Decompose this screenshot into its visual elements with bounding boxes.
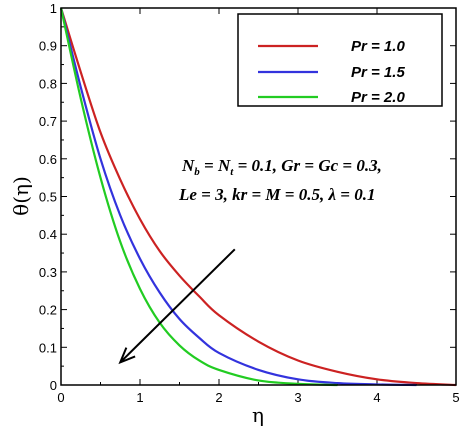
series-line-1: [59, 7, 417, 387]
legend-box: [237, 13, 443, 107]
y-tick-label-0: 0: [50, 378, 57, 393]
annotation-nb-subscript: b: [194, 166, 200, 178]
legend-label-pr-2-0: Pr = 2.0: [351, 89, 405, 106]
parameter-annotation-line-2: Le = 3, kr = M = 0.5, λ = 0.1: [178, 185, 375, 204]
series-line-0: [59, 7, 457, 387]
y-tick-label-5: 0.5: [39, 190, 57, 205]
y-tick-label-10: 1: [50, 1, 57, 16]
plot-frame: [60, 7, 457, 386]
series-line-2: [59, 7, 338, 387]
parameter-annotation-line-1: Nb = Nt = 0.1, Gr = Gc = 0.3,: [181, 156, 382, 178]
y-axis-title: θ(η): [9, 176, 33, 216]
x-tick-label-3: 3: [294, 390, 301, 405]
annotation-nt-subscript: t: [230, 166, 234, 178]
y-tick-label-3: 0.3: [39, 265, 57, 280]
y-tick-label-1: 0.1: [39, 340, 57, 355]
y-tick-label-2: 0.2: [39, 303, 57, 318]
x-tick-label-0: 0: [57, 390, 64, 405]
x-tick-label-2: 2: [215, 390, 222, 405]
annotation-rest-text: = 0.1, Gr = Gc = 0.3,: [233, 156, 382, 175]
annotation-nt-text: = N: [200, 156, 231, 175]
annotation-nb-symbol: N: [181, 156, 195, 175]
trend-arrow: [118, 248, 236, 365]
y-tick-label-7: 0.7: [39, 114, 57, 129]
series-layer: [59, 7, 457, 387]
x-axis-title: η: [252, 403, 264, 427]
x-tick-label-5: 5: [452, 390, 459, 405]
arrow-head: [118, 347, 136, 365]
x-tick-label-1: 1: [136, 390, 143, 405]
y-tick-label-9: 0.9: [39, 39, 57, 54]
y-tick-label-6: 0.6: [39, 152, 57, 167]
legend-label-pr-1-0: Pr = 1.0: [351, 38, 405, 55]
legend-label-pr-1-5: Pr = 1.5: [351, 64, 405, 81]
legend: Pr = 1.0 Pr = 1.5 Pr = 2.0: [237, 13, 443, 107]
x-tick-label-4: 4: [373, 390, 380, 405]
y-tick-label-4: 0.4: [39, 227, 57, 242]
arrow-shaft: [119, 248, 236, 364]
y-tick-label-8: 0.8: [39, 76, 57, 91]
